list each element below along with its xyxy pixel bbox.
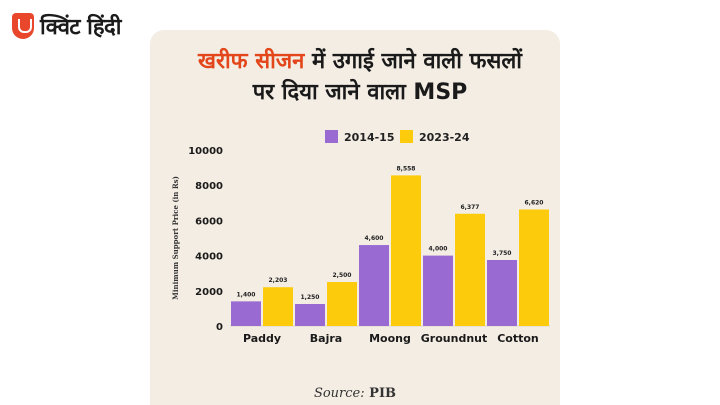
bar-bajra-2014-15 bbox=[295, 304, 325, 326]
data-label-bajra-2014-15: 1,250 bbox=[301, 294, 320, 301]
msp-bar-chart: 2014-15 2023-24 Minimum Support Price (in … bbox=[171, 130, 550, 345]
legend-label-1: 2023-24 bbox=[419, 131, 470, 144]
x-tick-label-moong: Moong bbox=[369, 332, 411, 345]
data-label-groundnut-2023-24: 6,377 bbox=[461, 204, 480, 211]
title-line-1-rest: में उगाई जाने वाली फसलों bbox=[304, 49, 523, 74]
title-line-2: पर दिया जाने वाला MSP bbox=[252, 80, 468, 105]
data-label-moong-2023-24: 8,558 bbox=[397, 165, 416, 172]
bar-moong-2023-24 bbox=[391, 175, 421, 326]
y-axis-label: Minimum Support Price (in Rs) bbox=[171, 176, 180, 300]
source-label: Source: bbox=[313, 386, 365, 401]
bar-paddy-2014-15 bbox=[231, 301, 261, 326]
y-tick-label-6000: 6000 bbox=[195, 216, 223, 227]
source-value: PIB bbox=[369, 386, 397, 401]
bar-cotton-2023-24 bbox=[519, 209, 549, 326]
infographic-card bbox=[150, 30, 560, 405]
y-tick-label-8000: 8000 bbox=[195, 181, 223, 192]
x-tick-label-bajra: Bajra bbox=[310, 332, 342, 345]
x-tick-label-paddy: Paddy bbox=[243, 332, 281, 345]
bar-bajra-2023-24 bbox=[327, 282, 357, 326]
logo-text: क्विंट हिंदी bbox=[40, 15, 121, 40]
data-label-cotton-2014-15: 3,750 bbox=[493, 250, 512, 257]
data-label-paddy-2023-24: 2,203 bbox=[269, 277, 288, 284]
data-label-groundnut-2014-15: 4,000 bbox=[429, 246, 448, 253]
bar-paddy-2023-24 bbox=[263, 287, 293, 326]
data-label-bajra-2023-24: 2,500 bbox=[333, 272, 352, 279]
y-tick-label-10000: 10000 bbox=[188, 146, 223, 157]
legend-swatch-1 bbox=[400, 130, 413, 143]
bar-moong-2014-15 bbox=[359, 245, 389, 326]
bar-groundnut-2014-15 bbox=[423, 255, 453, 326]
title-line-1: खरीफ सीजन में उगाई जाने वाली फसलों bbox=[0, 46, 720, 77]
site-logo[interactable]: क्विंट हिंदी bbox=[12, 8, 121, 44]
infographic-title: खरीफ सीजन में उगाई जाने वाली फसलों पर दि… bbox=[0, 46, 720, 108]
data-label-cotton-2023-24: 6,620 bbox=[525, 199, 544, 206]
x-tick-label-cotton: Cotton bbox=[497, 332, 539, 345]
data-label-moong-2014-15: 4,600 bbox=[365, 235, 384, 242]
y-tick-label-4000: 4000 bbox=[195, 252, 223, 263]
y-tick-label-0: 0 bbox=[216, 322, 223, 333]
bar-cotton-2014-15 bbox=[487, 260, 517, 326]
bar-groundnut-2023-24 bbox=[455, 213, 485, 326]
quint-logo-icon bbox=[12, 13, 34, 39]
data-label-paddy-2014-15: 1,400 bbox=[237, 291, 256, 298]
x-tick-label-groundnut: Groundnut bbox=[421, 332, 487, 345]
y-tick-label-2000: 2000 bbox=[195, 287, 223, 298]
title-highlight: खरीफ सीजन bbox=[197, 49, 305, 74]
source-credit: Source: PIB bbox=[150, 386, 560, 401]
legend-swatch-0 bbox=[325, 130, 338, 143]
legend-label-0: 2014-15 bbox=[344, 131, 395, 144]
